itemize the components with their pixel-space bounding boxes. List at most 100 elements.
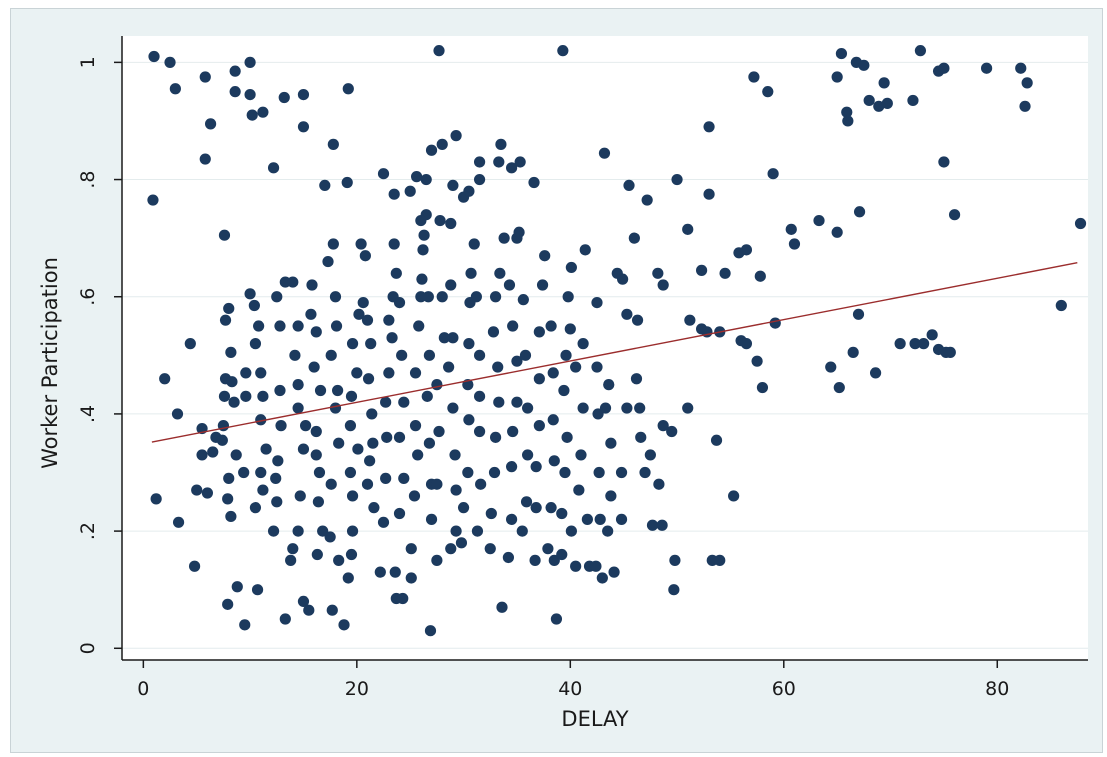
data-point <box>873 100 885 112</box>
data-point <box>397 592 409 605</box>
data-point <box>506 162 518 174</box>
data-point <box>511 396 523 408</box>
data-point <box>251 584 264 596</box>
data-point <box>485 507 497 520</box>
y-ticks: 0 .2 .4 .6 .8 1 <box>77 56 122 654</box>
data-point <box>322 255 334 268</box>
data-point <box>938 156 950 168</box>
data-point <box>488 466 501 479</box>
data-point <box>408 490 421 502</box>
data-point <box>516 525 528 537</box>
data-point <box>484 543 496 555</box>
data-point <box>517 294 529 306</box>
data-point <box>558 384 570 397</box>
data-point <box>533 373 545 385</box>
data-point <box>412 449 424 461</box>
data-point <box>223 472 235 484</box>
data-point <box>377 516 390 528</box>
data-point <box>306 279 318 291</box>
data-point <box>433 45 445 57</box>
data-point <box>944 346 956 358</box>
data-point <box>346 525 359 537</box>
data-point <box>545 320 557 332</box>
data-point <box>299 420 312 432</box>
data-point <box>496 601 508 613</box>
data-point <box>599 402 612 414</box>
data-point <box>522 402 534 414</box>
data-point <box>344 466 357 479</box>
data-point <box>748 71 760 83</box>
x-tick-label: 80 <box>985 678 1009 700</box>
data-point <box>257 106 269 118</box>
data-point <box>303 604 315 616</box>
y-tick-label: .4 <box>77 405 99 423</box>
data-point <box>267 525 280 537</box>
data-point <box>255 466 267 479</box>
data-point <box>413 320 425 332</box>
data-point <box>565 525 577 537</box>
data-point <box>530 461 542 473</box>
data-point <box>447 332 459 344</box>
data-point <box>641 194 653 206</box>
data-point <box>473 156 486 168</box>
data-point <box>272 455 284 467</box>
data-point <box>305 308 317 320</box>
fit-line <box>151 262 1078 443</box>
data-point <box>853 206 866 218</box>
data-point <box>644 449 656 461</box>
data-point <box>447 402 459 414</box>
data-point <box>422 291 434 303</box>
data-point <box>424 625 437 637</box>
data-point <box>445 217 457 230</box>
data-point <box>493 156 505 168</box>
data-point <box>326 604 338 616</box>
data-point <box>751 355 763 367</box>
data-point <box>831 71 843 83</box>
x-tick-label: 40 <box>558 678 582 700</box>
data-point <box>393 431 406 443</box>
data-point <box>333 554 345 566</box>
data-point <box>443 361 455 373</box>
data-point <box>249 338 262 350</box>
data-point <box>666 425 678 438</box>
data-point <box>351 367 363 379</box>
data-point <box>1074 217 1087 230</box>
data-point <box>445 279 457 291</box>
data-point <box>238 466 250 479</box>
data-point <box>682 402 694 414</box>
data-point <box>425 144 438 156</box>
data-point <box>222 598 234 610</box>
data-point <box>494 267 506 279</box>
data-point <box>1019 100 1031 112</box>
data-point <box>878 77 890 89</box>
data-point <box>383 314 395 326</box>
data-point <box>184 338 196 350</box>
data-point <box>703 188 715 200</box>
data-point <box>409 367 422 379</box>
data-point <box>493 396 505 408</box>
data-point <box>520 496 533 508</box>
data-point <box>530 502 542 514</box>
data-point <box>475 478 487 490</box>
data-point <box>825 361 837 373</box>
data-point <box>292 320 304 332</box>
data-point <box>338 619 350 631</box>
data-point <box>608 566 620 578</box>
data-point <box>171 408 184 420</box>
data-point <box>436 138 448 150</box>
data-point <box>938 62 950 74</box>
data-point <box>591 361 603 373</box>
data-point <box>847 346 859 358</box>
data-point <box>450 525 462 537</box>
data-point <box>1015 62 1027 74</box>
data-point <box>628 232 640 244</box>
data-point <box>342 83 354 95</box>
data-point <box>450 484 462 496</box>
data-point <box>652 267 664 279</box>
data-point <box>909 338 921 350</box>
data-point <box>218 229 231 241</box>
data-point <box>656 519 668 531</box>
data-point <box>473 390 486 402</box>
data-point <box>842 115 854 127</box>
data-point <box>598 147 611 159</box>
